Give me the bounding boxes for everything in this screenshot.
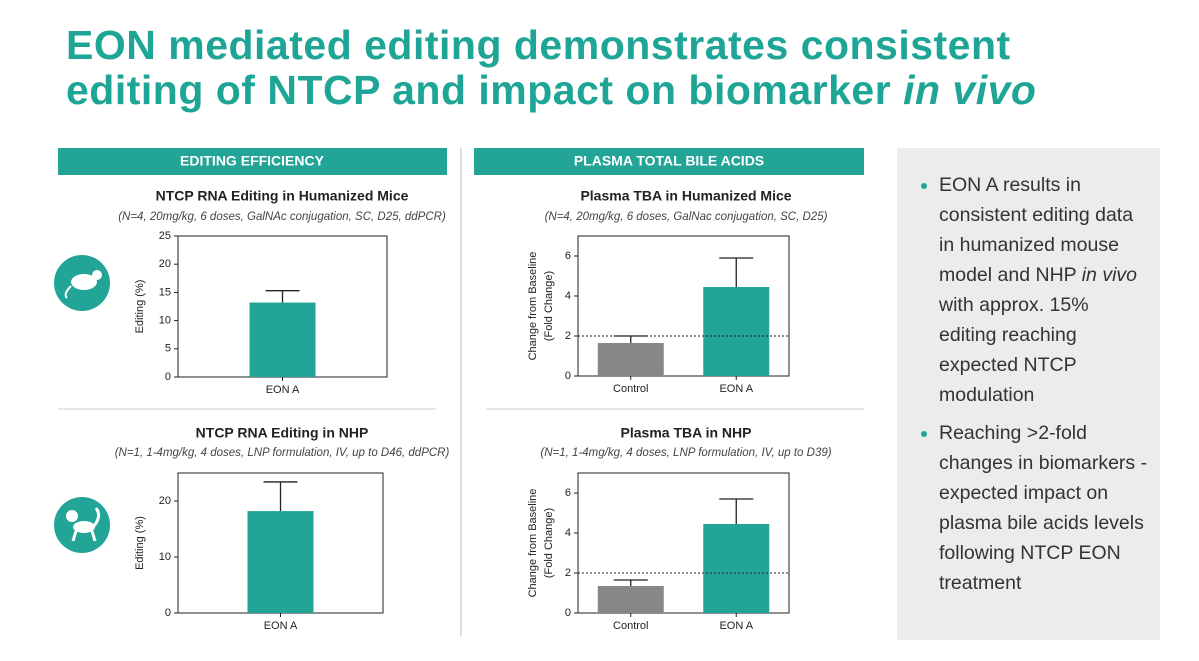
section-header: EDITING EFFICIENCY [180, 153, 325, 169]
bullet: EON A results in consistent editing data… [939, 170, 1150, 410]
y-tick-label: 10 [159, 551, 171, 563]
x-tick-label: EON A [719, 383, 753, 395]
y-axis-label: Editing (%) [134, 280, 146, 334]
title-line: editing of NTCP and impact on biomarker … [66, 67, 1036, 114]
bullet: Reaching >2-fold changes in biomarkers -… [939, 418, 1150, 598]
mouse-icon [54, 255, 110, 311]
bar [247, 511, 314, 613]
bullet-list: EON A results in consistent editing data… [897, 148, 1160, 598]
chart-subtitle: (N=1, 1-4mg/kg, 4 doses, LNP formulation… [115, 447, 450, 459]
y-tick-label: 4 [565, 527, 571, 539]
bullet-italic: in vivo [1081, 264, 1137, 286]
y-tick-label: 20 [159, 495, 171, 507]
bar [597, 343, 664, 376]
section-header: PLASMA TOTAL BILE ACIDS [574, 153, 764, 169]
y-tick-label: 0 [165, 371, 171, 383]
y-tick-label: 4 [565, 290, 571, 302]
section-bar [58, 148, 447, 175]
summary-panel: EON A results in consistent editing data… [897, 148, 1160, 640]
chart-title: Plasma TBA in NHP [621, 425, 752, 441]
y-tick-label: 6 [565, 250, 571, 262]
bar [703, 287, 770, 376]
chart-subtitle: (N=4, 20mg/kg, 6 doses, GalNac conjugati… [545, 211, 828, 223]
x-tick-label: EON A [264, 620, 298, 632]
y-axis-label: Change from Baseline [527, 252, 539, 361]
chart-subtitle: (N=4, 20mg/kg, 6 doses, GalNAc conjugati… [118, 211, 446, 223]
bar [249, 302, 316, 377]
section-bar [474, 148, 864, 175]
chart-title: NTCP RNA Editing in NHP [196, 425, 369, 441]
title-italic: in vivo [903, 67, 1037, 113]
x-tick-label: Control [613, 620, 648, 632]
chart-subtitle: (N=1, 1-4mg/kg, 4 doses, LNP formulation… [540, 447, 831, 459]
y-tick-label: 10 [159, 315, 171, 327]
y-axis-label: (Fold Change) [543, 508, 555, 578]
plot-frame [577, 472, 790, 614]
y-tick-label: 0 [565, 370, 571, 382]
y-tick-label: 25 [159, 230, 171, 242]
y-axis-label: (Fold Change) [543, 271, 555, 341]
y-axis-label: Editing (%) [134, 516, 146, 570]
bullet-text: EON A results in consistent editing data… [939, 174, 1134, 286]
chart-title: Plasma TBA in Humanized Mice [580, 188, 791, 204]
y-tick-label: 0 [565, 607, 571, 619]
y-tick-label: 0 [165, 607, 171, 619]
bar [597, 586, 664, 613]
chart-title: NTCP RNA Editing in Humanized Mice [156, 188, 409, 204]
x-tick-label: Control [613, 383, 648, 395]
x-tick-label: EON A [266, 384, 300, 396]
bar [703, 524, 770, 613]
y-tick-label: 20 [159, 258, 171, 270]
plot-frame [577, 235, 790, 377]
y-tick-label: 2 [565, 567, 571, 579]
y-tick-label: 2 [565, 330, 571, 342]
y-tick-label: 5 [165, 343, 171, 355]
y-axis-label: Change from Baseline [527, 489, 539, 598]
y-tick-label: 15 [159, 286, 171, 298]
title-text: editing of NTCP and impact on biomarker [66, 67, 904, 113]
bullet-text: with approx. 15% editing reaching expect… [939, 294, 1089, 406]
x-tick-label: EON A [719, 620, 753, 632]
title-line: EON mediated editing demonstrates consis… [66, 22, 1011, 68]
monkey-icon [54, 497, 110, 553]
y-tick-label: 6 [565, 487, 571, 499]
bullet-text: Reaching >2-fold changes in biomarkers -… [939, 422, 1148, 594]
